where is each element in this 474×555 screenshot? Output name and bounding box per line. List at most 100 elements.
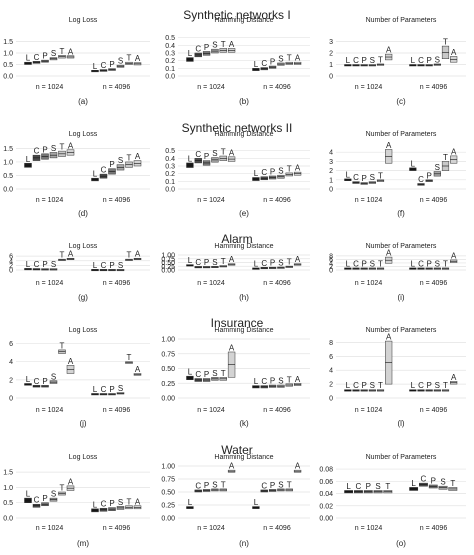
- tick-label: 0.08: [319, 467, 333, 474]
- tick-label: 1.5: [3, 39, 13, 46]
- series-label: A: [386, 249, 392, 258]
- series-label: P: [42, 377, 47, 386]
- tick-label: 1.0: [3, 159, 13, 166]
- group-label: n = 4096: [420, 525, 448, 532]
- tick-label: 0.1: [165, 179, 175, 186]
- series-label: T: [443, 381, 448, 390]
- series-label: C: [418, 381, 424, 390]
- group-label: n = 1024: [355, 525, 383, 532]
- panel-label: (m): [77, 539, 89, 548]
- series-label: A: [386, 141, 392, 150]
- series-label: S: [212, 149, 217, 158]
- group-label: n = 4096: [420, 197, 448, 204]
- series-label: S: [435, 55, 440, 64]
- series-label: L: [188, 498, 193, 507]
- panel-title: Log Loss: [69, 131, 98, 138]
- series-label: P: [270, 481, 275, 490]
- tick-label: 2: [329, 382, 333, 389]
- series-label: C: [261, 59, 267, 68]
- tick-label: 0.0: [3, 187, 13, 194]
- tick-label: 4: [9, 258, 13, 265]
- tick-label: 4: [329, 260, 333, 267]
- series-label: T: [127, 54, 132, 63]
- tick-label: 1.0: [3, 485, 13, 492]
- series-label: T: [287, 164, 292, 173]
- panel-title: Hamming Distance: [214, 243, 273, 250]
- group-label: n = 4096: [103, 407, 131, 414]
- series-label: T: [287, 375, 292, 384]
- tick-label: 2: [9, 263, 13, 270]
- tick-label: 2: [329, 168, 333, 175]
- series-label: A: [229, 148, 235, 157]
- panel-label: (j): [79, 419, 86, 428]
- series-label: P: [270, 58, 275, 67]
- tick-label: 0.4: [165, 43, 175, 50]
- group-label: n = 1024: [197, 525, 225, 532]
- chart-panel-o: Number of Parameters 0.00 0.02 0.04 0.06 0.08…: [319, 454, 466, 548]
- series-label: A: [295, 255, 301, 264]
- tick-label: 0: [9, 268, 13, 275]
- series-label: A: [295, 54, 301, 63]
- series-label: C: [101, 385, 107, 394]
- series-label: S: [51, 490, 56, 499]
- series-label: T: [287, 54, 292, 63]
- series-label: C: [195, 481, 201, 490]
- group-label: n = 4096: [420, 84, 448, 91]
- tick-label: 0.50: [161, 366, 175, 373]
- series-label: C: [101, 500, 107, 509]
- series-label: C: [418, 259, 424, 268]
- series-label: C: [195, 150, 201, 159]
- series-label: P: [204, 481, 209, 490]
- tick-label: 0.5: [3, 62, 13, 69]
- series-label: T: [221, 148, 226, 157]
- section-title: Synthetic networks II: [182, 121, 293, 135]
- tick-label: 4: [9, 359, 13, 366]
- tick-label: 0.1: [165, 66, 175, 73]
- section-title: Alarm: [221, 232, 252, 246]
- series-label: C: [34, 496, 40, 505]
- tick-label: 4: [329, 368, 333, 375]
- series-label: A: [135, 365, 141, 374]
- tick-label: 1.00: [161, 253, 175, 260]
- panel-label: (h): [239, 293, 249, 302]
- series-label: P: [204, 43, 209, 52]
- group-label: n = 1024: [36, 84, 64, 91]
- series-label: S: [51, 260, 56, 269]
- series-label: P: [426, 56, 431, 65]
- series-label: A: [135, 497, 141, 506]
- series-label: C: [261, 377, 267, 386]
- panel-label: (d): [78, 209, 88, 218]
- series-label: A: [135, 250, 141, 259]
- tick-label: 8: [329, 340, 333, 347]
- series-label: P: [42, 145, 47, 154]
- series-label: C: [34, 377, 40, 386]
- series-label: S: [435, 163, 440, 172]
- tick-label: 0.50: [161, 260, 175, 267]
- series-label: L: [411, 479, 416, 488]
- group-label: n = 4096: [263, 197, 291, 204]
- tick-label: 1.5: [3, 470, 13, 477]
- series-label: S: [51, 372, 56, 381]
- group-label: n = 1024: [355, 280, 383, 287]
- series-label: C: [34, 147, 40, 156]
- series-label: L: [26, 260, 31, 269]
- series-label: C: [261, 481, 267, 490]
- series-label: P: [361, 56, 366, 65]
- group-label: n = 4096: [420, 280, 448, 287]
- panel-title: Number of Parameters: [366, 327, 437, 334]
- series-label: L: [188, 368, 193, 377]
- group-label: n = 4096: [263, 280, 291, 287]
- tick-label: 0: [329, 268, 333, 275]
- series-label: A: [451, 48, 457, 57]
- tick-label: 4: [329, 150, 333, 157]
- tick-label: 0: [9, 396, 13, 403]
- tick-label: 0.02: [319, 503, 333, 510]
- series-label: S: [435, 381, 440, 390]
- tick-label: 0: [329, 74, 333, 81]
